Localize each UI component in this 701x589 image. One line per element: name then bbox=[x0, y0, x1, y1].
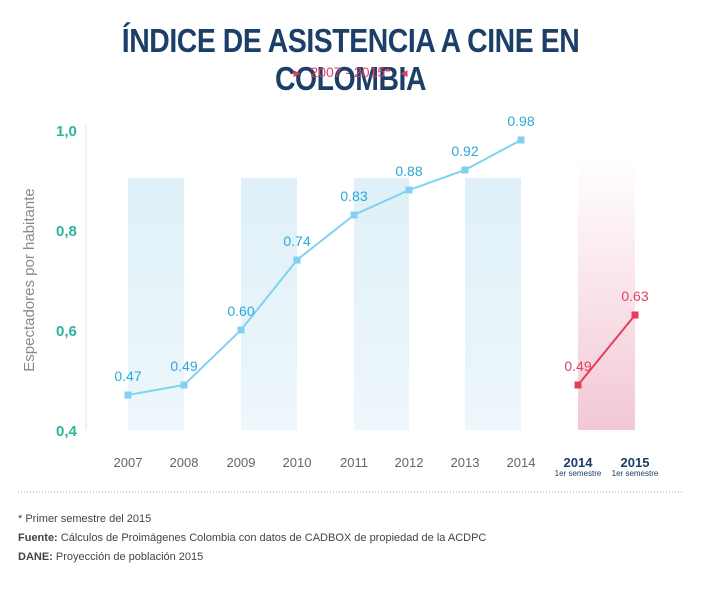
band-3 bbox=[465, 178, 521, 430]
y-tick-label: 0,8 bbox=[56, 223, 77, 240]
data-point bbox=[124, 391, 132, 399]
x-tick-label: 2009 bbox=[227, 455, 256, 470]
data-point bbox=[631, 311, 639, 319]
data-label: 0.83 bbox=[340, 188, 367, 204]
x-tick-label: 2008 bbox=[170, 455, 199, 470]
y-tick-label: 0,4 bbox=[56, 423, 78, 440]
data-point bbox=[237, 326, 245, 334]
data-point bbox=[180, 381, 188, 389]
chart-subtitle: 2007 - 2015* bbox=[310, 64, 391, 80]
x-tick-label: 2007 bbox=[114, 455, 143, 470]
data-label: 0.74 bbox=[283, 233, 310, 249]
x-tick-label: 2010 bbox=[283, 455, 312, 470]
series-line-semester bbox=[577, 314, 636, 386]
data-label: 0.47 bbox=[114, 368, 141, 384]
y-axis-label: Espectadores por habitante bbox=[21, 188, 38, 371]
footer: * Primer semestre del 2015 Fuente: Cálcu… bbox=[18, 510, 486, 567]
x-tick-label: 2014 bbox=[564, 455, 594, 470]
data-label: 0.63 bbox=[621, 288, 648, 304]
data-label: 0.92 bbox=[451, 143, 478, 159]
y-tick-label: 1,0 bbox=[56, 123, 77, 140]
footer-source: Fuente: Cálculos de Proimágenes Colombia… bbox=[18, 529, 486, 548]
data-label: 0.88 bbox=[395, 163, 422, 179]
band-1 bbox=[241, 178, 297, 430]
band-semester bbox=[578, 155, 635, 430]
data-label: 0.60 bbox=[227, 303, 254, 319]
source-text: Cálculos de Proimágenes Colombia con dat… bbox=[57, 532, 487, 544]
x-tick-note: 1er semestre bbox=[612, 469, 659, 478]
x-tick-label: 2011 bbox=[340, 455, 368, 470]
data-point bbox=[461, 166, 469, 174]
x-tick-label: 2014 bbox=[507, 455, 536, 470]
triangle-right-icon: ▶ bbox=[293, 67, 301, 78]
source-label: Fuente: bbox=[18, 532, 58, 544]
series-line-main bbox=[127, 139, 522, 396]
x-tick-label: 2013 bbox=[451, 455, 480, 470]
triangle-left-icon: ◀ bbox=[400, 67, 408, 78]
band-0 bbox=[128, 178, 184, 430]
chart-svg: 0,4 0,6 0,8 1,0 Espectadores por habitante 0.… bbox=[18, 113, 683, 493]
chart-subtitle-row: ▶ 2007 - 2015* ◀ bbox=[0, 64, 701, 80]
data-point bbox=[517, 136, 525, 144]
data-label: 0.98 bbox=[507, 113, 534, 129]
data-label: 0.49 bbox=[170, 358, 197, 374]
y-tick-label: 0,6 bbox=[56, 323, 77, 340]
footer-dane: DANE: Proyección de población 2015 bbox=[18, 548, 486, 567]
footer-note: * Primer semestre del 2015 bbox=[18, 513, 152, 525]
x-tick-label: 2015 bbox=[621, 455, 650, 470]
dane-text: Proyección de población 2015 bbox=[52, 551, 204, 563]
data-point bbox=[405, 186, 413, 194]
chart-title: ÍNDICE DE ASISTENCIA A CINE EN COLOMBIA bbox=[121, 22, 580, 97]
band-2 bbox=[354, 178, 409, 430]
data-point bbox=[293, 256, 301, 264]
data-point bbox=[574, 381, 582, 389]
dane-label: DANE: bbox=[18, 551, 53, 563]
x-tick-note: 1er semestre bbox=[555, 469, 602, 478]
data-point bbox=[350, 211, 358, 219]
data-label: 0.49 bbox=[564, 358, 591, 374]
x-tick-label: 2012 bbox=[395, 455, 424, 470]
